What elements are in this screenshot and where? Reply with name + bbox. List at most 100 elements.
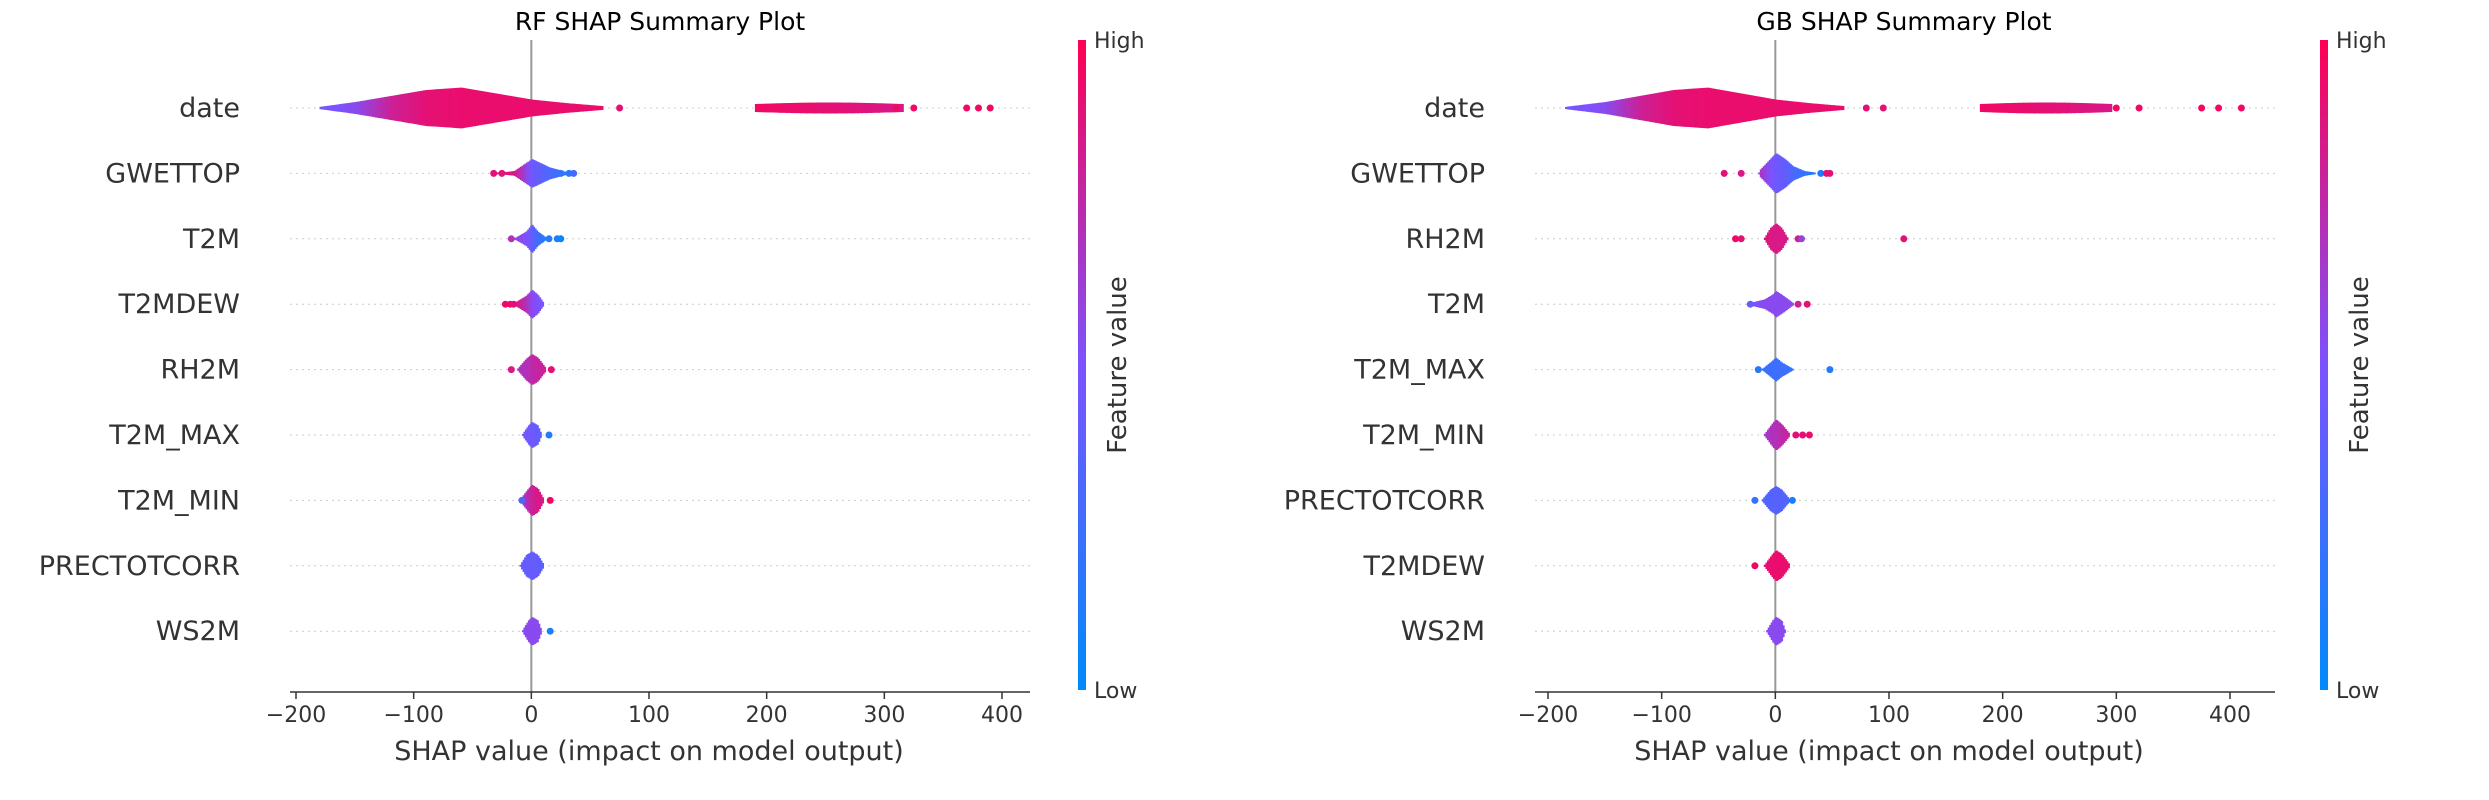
outlier-point xyxy=(1737,169,1745,177)
violin-strip xyxy=(1786,237,1789,241)
outlier-point xyxy=(986,104,994,112)
violin-strip xyxy=(524,296,527,312)
violin-strip xyxy=(1566,106,1569,110)
violin-strip xyxy=(465,88,467,128)
violin-strip xyxy=(1800,169,1803,178)
violin-strip xyxy=(530,486,532,515)
violin-strip xyxy=(1772,488,1775,513)
violin-strip xyxy=(1577,105,1579,111)
violin-strip xyxy=(1731,91,1734,125)
violin-strip xyxy=(360,101,362,115)
tail-strip xyxy=(834,102,837,114)
violin-rh2m xyxy=(1764,223,1789,254)
violin-strip xyxy=(1581,104,1584,112)
violin-strip xyxy=(1759,169,1762,178)
violin-strip xyxy=(1770,488,1773,512)
violin-strip xyxy=(591,105,593,111)
violin-strip xyxy=(553,101,556,115)
violin-strip xyxy=(490,92,493,124)
violin-strip xyxy=(384,97,386,119)
tail-strip xyxy=(2048,102,2051,114)
tail-strip xyxy=(2081,103,2084,113)
outlier-point xyxy=(975,104,982,112)
colorbar-title: Feature value xyxy=(1103,276,1133,454)
violin-strip xyxy=(1770,158,1773,189)
violin-strip xyxy=(514,170,516,177)
colorbar-high-label: High xyxy=(2336,29,2387,54)
outlier-point xyxy=(1732,235,1739,243)
violin-strip xyxy=(1769,624,1772,638)
violin-strip xyxy=(532,617,535,645)
violin-strip xyxy=(1841,105,1843,111)
tail-strip xyxy=(2017,102,2020,114)
violin-strip xyxy=(597,105,599,111)
tail-strip xyxy=(832,102,835,114)
violin-strip xyxy=(535,356,538,383)
violin-strip xyxy=(1791,165,1794,182)
violin-strip xyxy=(531,99,533,117)
violin-strip xyxy=(463,88,466,128)
tail-strip xyxy=(2092,103,2095,113)
outlier-point xyxy=(1799,431,1807,439)
violin-strip xyxy=(553,168,555,179)
violin-strip xyxy=(417,91,419,125)
violin-ws2m xyxy=(521,617,542,646)
violin-strip xyxy=(521,363,524,377)
violin-strip xyxy=(489,92,491,124)
violin-strip xyxy=(1776,550,1778,581)
violin-strip xyxy=(1782,625,1785,638)
violin-strip xyxy=(1772,99,1774,117)
violin-strip xyxy=(459,87,461,129)
tail-strip xyxy=(766,103,769,113)
violin-strip xyxy=(1762,166,1765,181)
violin-strip xyxy=(521,630,524,633)
outlier-point xyxy=(2237,104,2245,112)
violin-strip xyxy=(1772,294,1775,315)
violin-strip xyxy=(1783,427,1786,443)
violin-strip xyxy=(1771,554,1774,578)
violin-strip xyxy=(1776,617,1779,645)
violin-strip xyxy=(518,300,521,309)
tail-strip xyxy=(2087,103,2090,113)
violin-strip xyxy=(1767,560,1769,571)
violin-strip xyxy=(1777,225,1780,253)
tail-strip xyxy=(774,103,777,113)
tail-strip xyxy=(876,103,879,113)
violin-strip xyxy=(1814,103,1816,113)
violin-strip xyxy=(1766,630,1769,633)
outlier-point xyxy=(892,104,900,112)
violin-strip xyxy=(1842,106,1845,110)
violin-strip xyxy=(1786,161,1789,186)
violin-strip xyxy=(555,102,557,114)
violin-strip xyxy=(525,231,528,247)
violin-gwettop xyxy=(1758,153,1816,194)
violin-strip xyxy=(445,88,448,128)
outlier-point xyxy=(1794,300,1802,308)
gb-shap-panel: GB SHAP Summary Plot date GWETTOP RH2M T2M T2… xyxy=(1284,7,2387,767)
violin-strip xyxy=(1776,419,1778,450)
tail-strip xyxy=(2072,102,2075,114)
violin-strip xyxy=(524,232,527,246)
violin-strip xyxy=(1631,97,1633,119)
violin-strip xyxy=(1623,98,1626,118)
violin-strip xyxy=(510,96,512,120)
violin-t2m_max xyxy=(521,422,542,448)
tail-strip xyxy=(2047,102,2050,114)
violin-strip xyxy=(509,171,512,176)
violin-strip xyxy=(533,226,536,251)
violin-strip xyxy=(462,87,464,129)
violin-strip xyxy=(1782,491,1785,510)
violin-strip xyxy=(1773,421,1775,449)
x-tick-label: 100 xyxy=(1868,703,1910,728)
violin-strip xyxy=(1595,103,1597,113)
violin-strip xyxy=(1778,360,1781,380)
violin-strip xyxy=(390,96,392,120)
violin-prectotcorr xyxy=(1761,486,1791,515)
violin-strip xyxy=(1589,103,1591,113)
violin-strip xyxy=(542,164,545,183)
violin-strip xyxy=(1659,92,1662,124)
violin-strip xyxy=(1668,90,1671,126)
colorbar-title: Feature value xyxy=(2345,276,2375,454)
outlier-point xyxy=(1737,235,1745,243)
violin-strip xyxy=(526,162,528,185)
